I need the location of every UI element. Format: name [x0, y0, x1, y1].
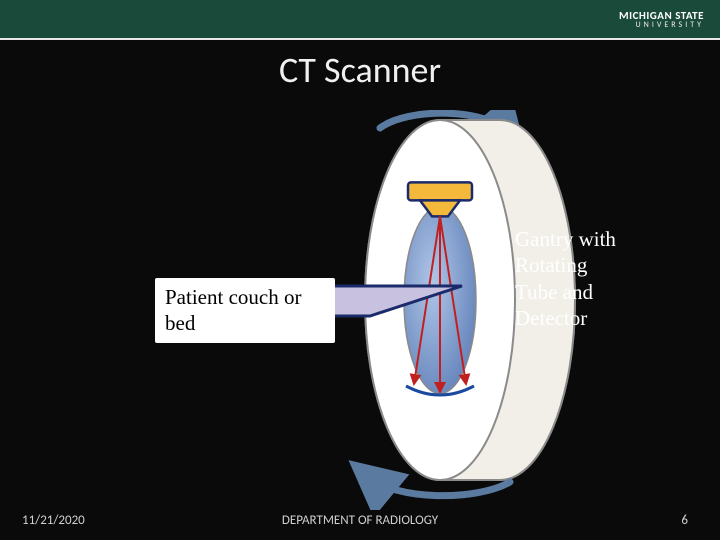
- header-bar: MICHIGAN STATE UNIVERSITY: [0, 0, 720, 38]
- ct-scanner-diagram: Patient couch or bed Gantry with Rotatin…: [0, 110, 720, 510]
- slide-title: CT Scanner: [0, 48, 720, 92]
- couch-label: Patient couch or bed: [155, 278, 335, 343]
- logo-sub-text: UNIVERSITY: [619, 21, 704, 29]
- gantry-label: Gantry with Rotating Tube and Detector: [505, 220, 635, 337]
- university-logo: MICHIGAN STATE UNIVERSITY: [619, 10, 704, 29]
- logo-main-text: MICHIGAN STATE: [619, 10, 704, 21]
- footer-date: 11/21/2020: [22, 513, 85, 528]
- footer-dept: DEPARTMENT OF RADIOLOGY: [282, 513, 438, 528]
- header-divider: [0, 38, 720, 40]
- xray-tube-housing: [408, 182, 472, 200]
- footer-page: 6: [681, 513, 688, 528]
